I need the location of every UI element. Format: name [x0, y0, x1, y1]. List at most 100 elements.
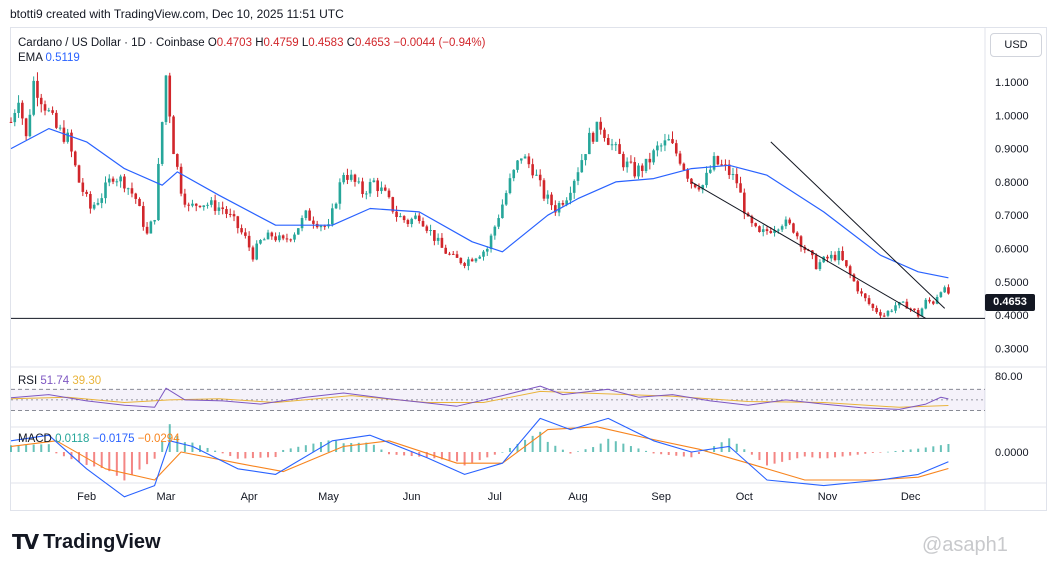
candle — [935, 294, 939, 305]
candle-body — [331, 208, 334, 225]
candle-body — [867, 298, 871, 304]
candle — [134, 192, 138, 204]
candle-body — [860, 291, 863, 294]
candle — [168, 72, 172, 124]
currency-button[interactable]: USD — [990, 33, 1042, 57]
candle — [860, 288, 863, 297]
candle — [516, 160, 519, 173]
candle — [667, 134, 671, 141]
candle — [244, 228, 247, 239]
candle — [485, 246, 489, 256]
candle-body — [924, 299, 928, 309]
candle — [784, 216, 788, 230]
candle-body — [731, 174, 735, 176]
candle-body — [705, 172, 708, 186]
candle — [845, 260, 848, 268]
macd-hist-bar — [55, 452, 58, 454]
candle-body — [77, 165, 81, 183]
candle-body — [274, 236, 277, 241]
candle-body — [837, 251, 841, 261]
candle — [947, 284, 950, 295]
candle-body — [901, 301, 905, 303]
macd-signal-value: −0.0294 — [137, 433, 180, 445]
candle-body — [338, 182, 342, 204]
candle-body — [576, 172, 580, 181]
candle — [391, 196, 395, 214]
candle-body — [690, 178, 693, 185]
candle-body — [168, 75, 172, 117]
candle-body — [765, 229, 769, 232]
ema-line — [10, 128, 949, 279]
candle — [198, 205, 202, 209]
macd-hist-bar — [93, 452, 96, 467]
macd-hist-bar — [32, 444, 35, 452]
candle — [58, 124, 62, 131]
macd-legend[interactable]: MACD 0.0118 −0.0175 −0.0294 — [18, 433, 180, 445]
macd-hist-bar — [750, 452, 753, 455]
candle-body — [213, 200, 217, 211]
tradingview-logo[interactable]: TV TradingView — [12, 530, 161, 554]
candle-body — [622, 153, 625, 168]
candle-body — [28, 114, 32, 137]
candle — [55, 110, 58, 130]
change-value: −0.0044 (−0.94%) — [393, 37, 486, 49]
candle-body — [357, 181, 361, 183]
macd-hist-bar — [939, 445, 942, 452]
month-tick-label: Sep — [651, 491, 671, 503]
ema-legend[interactable]: EMA 0.5119 — [18, 52, 80, 64]
macd-pane — [10, 417, 950, 498]
candle — [890, 309, 894, 313]
high-value: 0.4759 — [263, 37, 299, 49]
candle — [520, 158, 523, 164]
candle-body — [795, 232, 799, 237]
candle — [928, 297, 931, 304]
macd-hist-bar — [682, 452, 685, 457]
candle-body — [406, 220, 410, 225]
macd-hist-bar — [879, 452, 882, 453]
watermark: @asaph1 — [922, 534, 1008, 557]
candle-body — [882, 315, 886, 317]
candle — [149, 220, 153, 234]
macd-hist-bar — [501, 452, 504, 453]
candle — [255, 240, 258, 261]
candle — [387, 188, 391, 199]
candle — [924, 297, 928, 310]
candle — [346, 168, 349, 185]
candle — [278, 232, 281, 243]
candle — [47, 107, 51, 113]
candle-body — [342, 175, 345, 183]
candle-body — [580, 160, 584, 173]
candle — [425, 224, 429, 234]
macd-hist-bar — [183, 442, 186, 452]
candle-body — [928, 299, 931, 302]
candle-body — [104, 182, 107, 199]
macd-hist-bar — [236, 452, 239, 459]
macd-hist-bar — [327, 440, 330, 452]
macd-hist-bar — [130, 452, 133, 476]
candle — [160, 121, 164, 166]
rsi-legend[interactable]: RSI 51.74 39.30 — [18, 375, 101, 387]
candle-body — [319, 225, 323, 228]
macd-hist-bar — [569, 452, 572, 454]
candle — [542, 178, 546, 202]
candle — [463, 261, 466, 269]
candle-body — [561, 202, 565, 205]
candle — [402, 215, 406, 223]
symbol-name[interactable]: Cardano / US Dollar · 1D · Coinbase — [18, 37, 205, 49]
candle-body — [701, 185, 705, 190]
open-value: 0.4703 — [216, 37, 252, 49]
candle — [308, 208, 311, 221]
candle-body — [569, 192, 572, 201]
candle-body — [572, 180, 576, 193]
candle-body — [285, 238, 289, 240]
candle — [478, 255, 482, 260]
candle-body — [349, 174, 353, 180]
candle-body — [538, 174, 542, 181]
candle-body — [546, 194, 550, 199]
candle — [690, 177, 693, 189]
macd-hist-bar — [486, 452, 489, 458]
macd-hist-bar — [652, 452, 655, 454]
month-tick-label: Aug — [568, 491, 588, 503]
macd-hist-bar — [214, 450, 217, 452]
